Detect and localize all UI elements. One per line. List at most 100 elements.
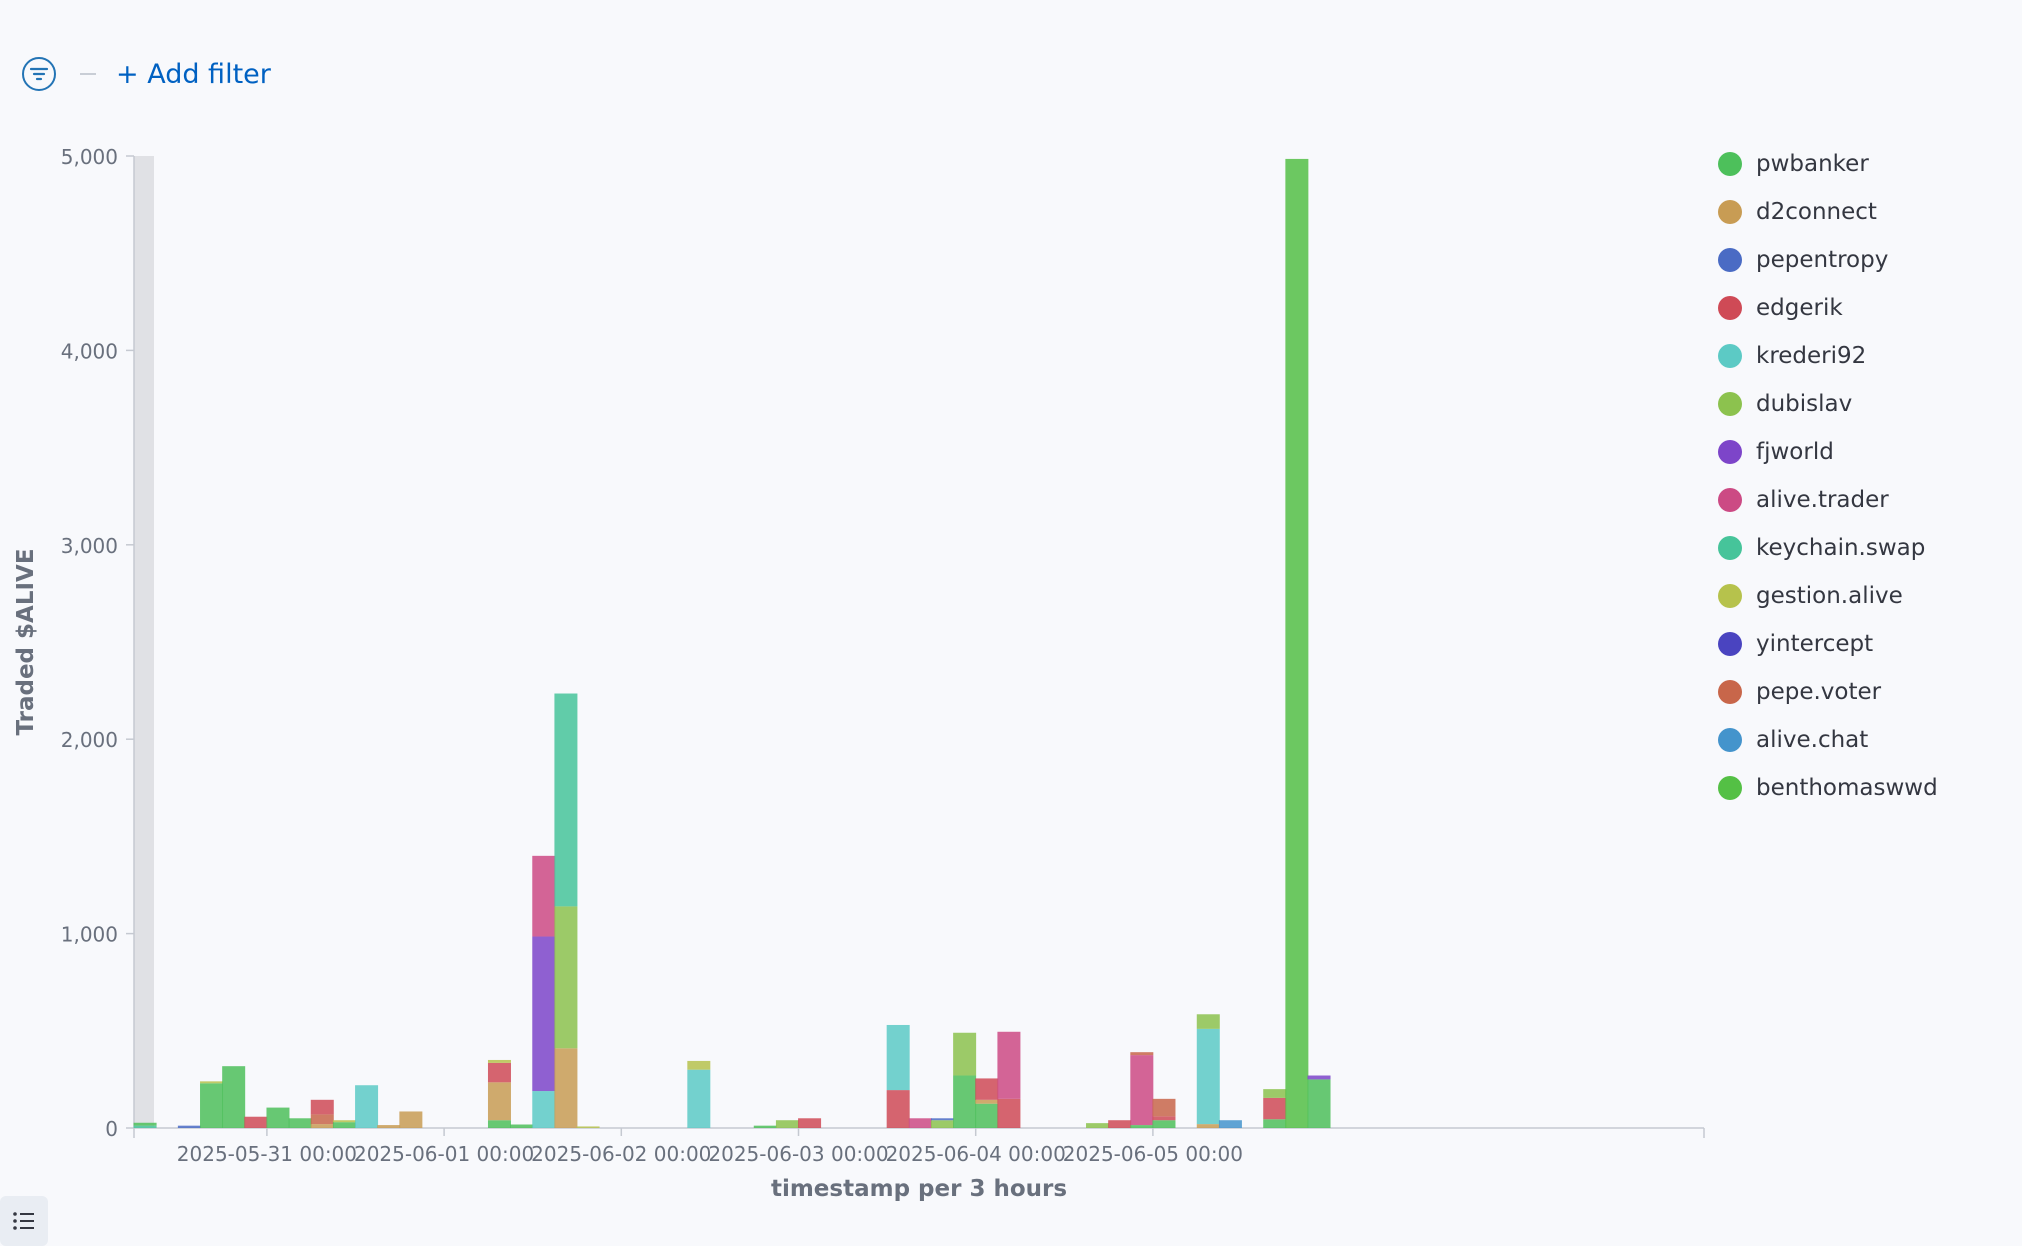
bar-segment-dubislav[interactable] [554,906,578,1049]
legend-swatch [1718,200,1742,224]
bar-segment-pepe-voter[interactable] [1130,1052,1154,1056]
legend-item-gestion-alive[interactable]: gestion.alive [1718,572,1938,620]
bar-segment-fjworld[interactable] [532,936,556,1092]
legend-item-keychain-swap[interactable]: keychain.swap [1718,524,1938,572]
bar-segment-edgerik[interactable] [886,1090,910,1128]
legend-item-krederi92[interactable]: krederi92 [1718,332,1938,380]
bar-segment-krederi92[interactable] [1196,1028,1220,1125]
bar-segment-pwbanker[interactable] [266,1107,290,1128]
bar-segment-pwbanker[interactable] [200,1083,224,1128]
bar-segment-gestion-alive[interactable] [576,1126,600,1128]
bar-segment-pepentropy[interactable] [930,1118,954,1121]
bar-segment-pwbanker[interactable] [975,1103,999,1128]
bar-segment-pwbanker[interactable] [288,1118,312,1128]
y-tick-label: 2,000 [61,728,118,752]
bar-segment-alive-trader[interactable] [1130,1055,1154,1126]
bar-segment-dubislav[interactable] [953,1032,977,1076]
bar-segment-dubislav[interactable] [1086,1123,1110,1128]
legend-toggle-button[interactable] [0,1196,48,1246]
legend-item-alive-chat[interactable]: alive.chat [1718,716,1938,764]
bar-segment-alive-trader[interactable] [532,855,556,937]
bar-segment-gestion-alive[interactable] [487,1059,511,1063]
bar-segment-krederi92[interactable] [532,1091,556,1128]
bar-segment-pwbanker[interactable] [510,1124,534,1128]
bar-segment-keychain-swap[interactable] [554,693,578,907]
bar-segment-gestion-alive[interactable] [200,1081,224,1084]
filter-bar: + Add filter [22,52,271,96]
bar-segment-edgerik[interactable] [1108,1120,1132,1128]
legend-item-pepe-voter[interactable]: pepe.voter [1718,668,1938,716]
bar-segment-dubislav[interactable] [1263,1089,1287,1098]
bar-segment-edgerik[interactable] [310,1099,334,1115]
legend-swatch [1718,536,1742,560]
legend-label: pepe.voter [1756,679,1882,705]
bar-segment-pwbanker[interactable] [222,1066,246,1128]
bar-segment-krederi92[interactable] [886,1024,910,1091]
bar-segment-fjworld[interactable] [1307,1075,1331,1080]
bar-segment-pepe-voter[interactable] [310,1114,334,1125]
legend-item-alive-trader[interactable]: alive.trader [1718,476,1938,524]
bar-segment-pwbanker[interactable] [1263,1119,1287,1128]
bar-segment-dubislav[interactable] [1196,1014,1220,1029]
y-tick-label: 5,000 [61,145,118,169]
bar-segment-dubislav[interactable] [930,1120,954,1128]
legend-item-fjworld[interactable]: fjworld [1718,428,1938,476]
bar-segment-dubislav[interactable] [775,1120,799,1128]
legend-item-dubislav[interactable]: dubislav [1718,380,1938,428]
bar-segment-pwbanker[interactable] [487,1120,511,1128]
bar-segment-d2connect[interactable] [975,1099,999,1104]
bar-segment-pwbanker[interactable] [133,1122,157,1126]
legend-swatch [1718,248,1742,272]
bar-segment-pwbanker[interactable] [753,1125,777,1128]
bar-segment-benthomaswwd[interactable] [1285,158,1309,1128]
bar-segment-edgerik[interactable] [1263,1097,1287,1120]
legend-item-yintercept[interactable]: yintercept [1718,620,1938,668]
bar-segment-gestion-alive[interactable] [332,1120,356,1123]
bar-segment-pepe-voter[interactable] [1152,1098,1176,1117]
bar-segment-alive-chat[interactable] [1218,1120,1242,1128]
add-filter-button[interactable]: + Add filter [116,58,271,90]
bar-segment-pwbanker[interactable] [1130,1125,1154,1128]
filter-lines-icon[interactable] [22,57,56,91]
bar-segment-d2connect[interactable] [554,1048,578,1128]
legend-item-edgerik[interactable]: edgerik [1718,284,1938,332]
legend-swatch [1718,632,1742,656]
bar-segment-d2connect[interactable] [487,1082,511,1121]
bar-segment-alive-trader[interactable] [997,1031,1021,1099]
bar-segment-edgerik[interactable] [798,1118,822,1128]
legend-item-pwbanker[interactable]: pwbanker [1718,140,1938,188]
bar-segment-edgerik[interactable] [997,1098,1021,1128]
bar-segment-edgerik[interactable] [975,1078,999,1100]
legend-swatch [1718,392,1742,416]
legend-swatch [1718,488,1742,512]
legend-item-d2connect[interactable]: d2connect [1718,188,1938,236]
bar-segment-edgerik[interactable] [487,1062,511,1083]
legend-label: pwbanker [1756,151,1869,177]
legend-swatch [1718,296,1742,320]
legend-label: krederi92 [1756,343,1867,369]
bar-segment-krederi92[interactable] [687,1069,711,1128]
bar-segment-pwbanker[interactable] [332,1122,356,1128]
bar-segment-gestion-alive[interactable] [687,1060,711,1070]
bar-segment-alive-trader[interactable] [908,1118,932,1128]
x-axis-title: timestamp per 3 hours [771,1176,1067,1202]
legend-label: gestion.alive [1756,583,1903,609]
legend-swatch [1718,728,1742,752]
bar-segment-pwbanker[interactable] [1307,1079,1331,1128]
bar-segment-d2connect[interactable] [1196,1124,1220,1128]
legend-label: pepentropy [1756,247,1889,273]
bar-segment-d2connect[interactable] [310,1124,334,1128]
bar-segment-pwbanker[interactable] [1152,1120,1176,1128]
legend-item-benthomaswwd[interactable]: benthomaswwd [1718,764,1938,812]
bar-segment-d2connect[interactable] [377,1125,401,1128]
legend-label: yintercept [1756,631,1874,657]
bar-segment-keychain-swap[interactable] [133,1125,157,1128]
bar-segment-pwbanker[interactable] [953,1075,977,1128]
bar-segment-edgerik[interactable] [244,1116,268,1128]
bar-segment-krederi92[interactable] [355,1085,379,1128]
legend-item-pepentropy[interactable]: pepentropy [1718,236,1938,284]
bar-segment-edgerik[interactable] [1152,1116,1176,1121]
bar-segment-pepentropy[interactable] [177,1125,201,1128]
bar-segment-d2connect[interactable] [399,1111,423,1128]
